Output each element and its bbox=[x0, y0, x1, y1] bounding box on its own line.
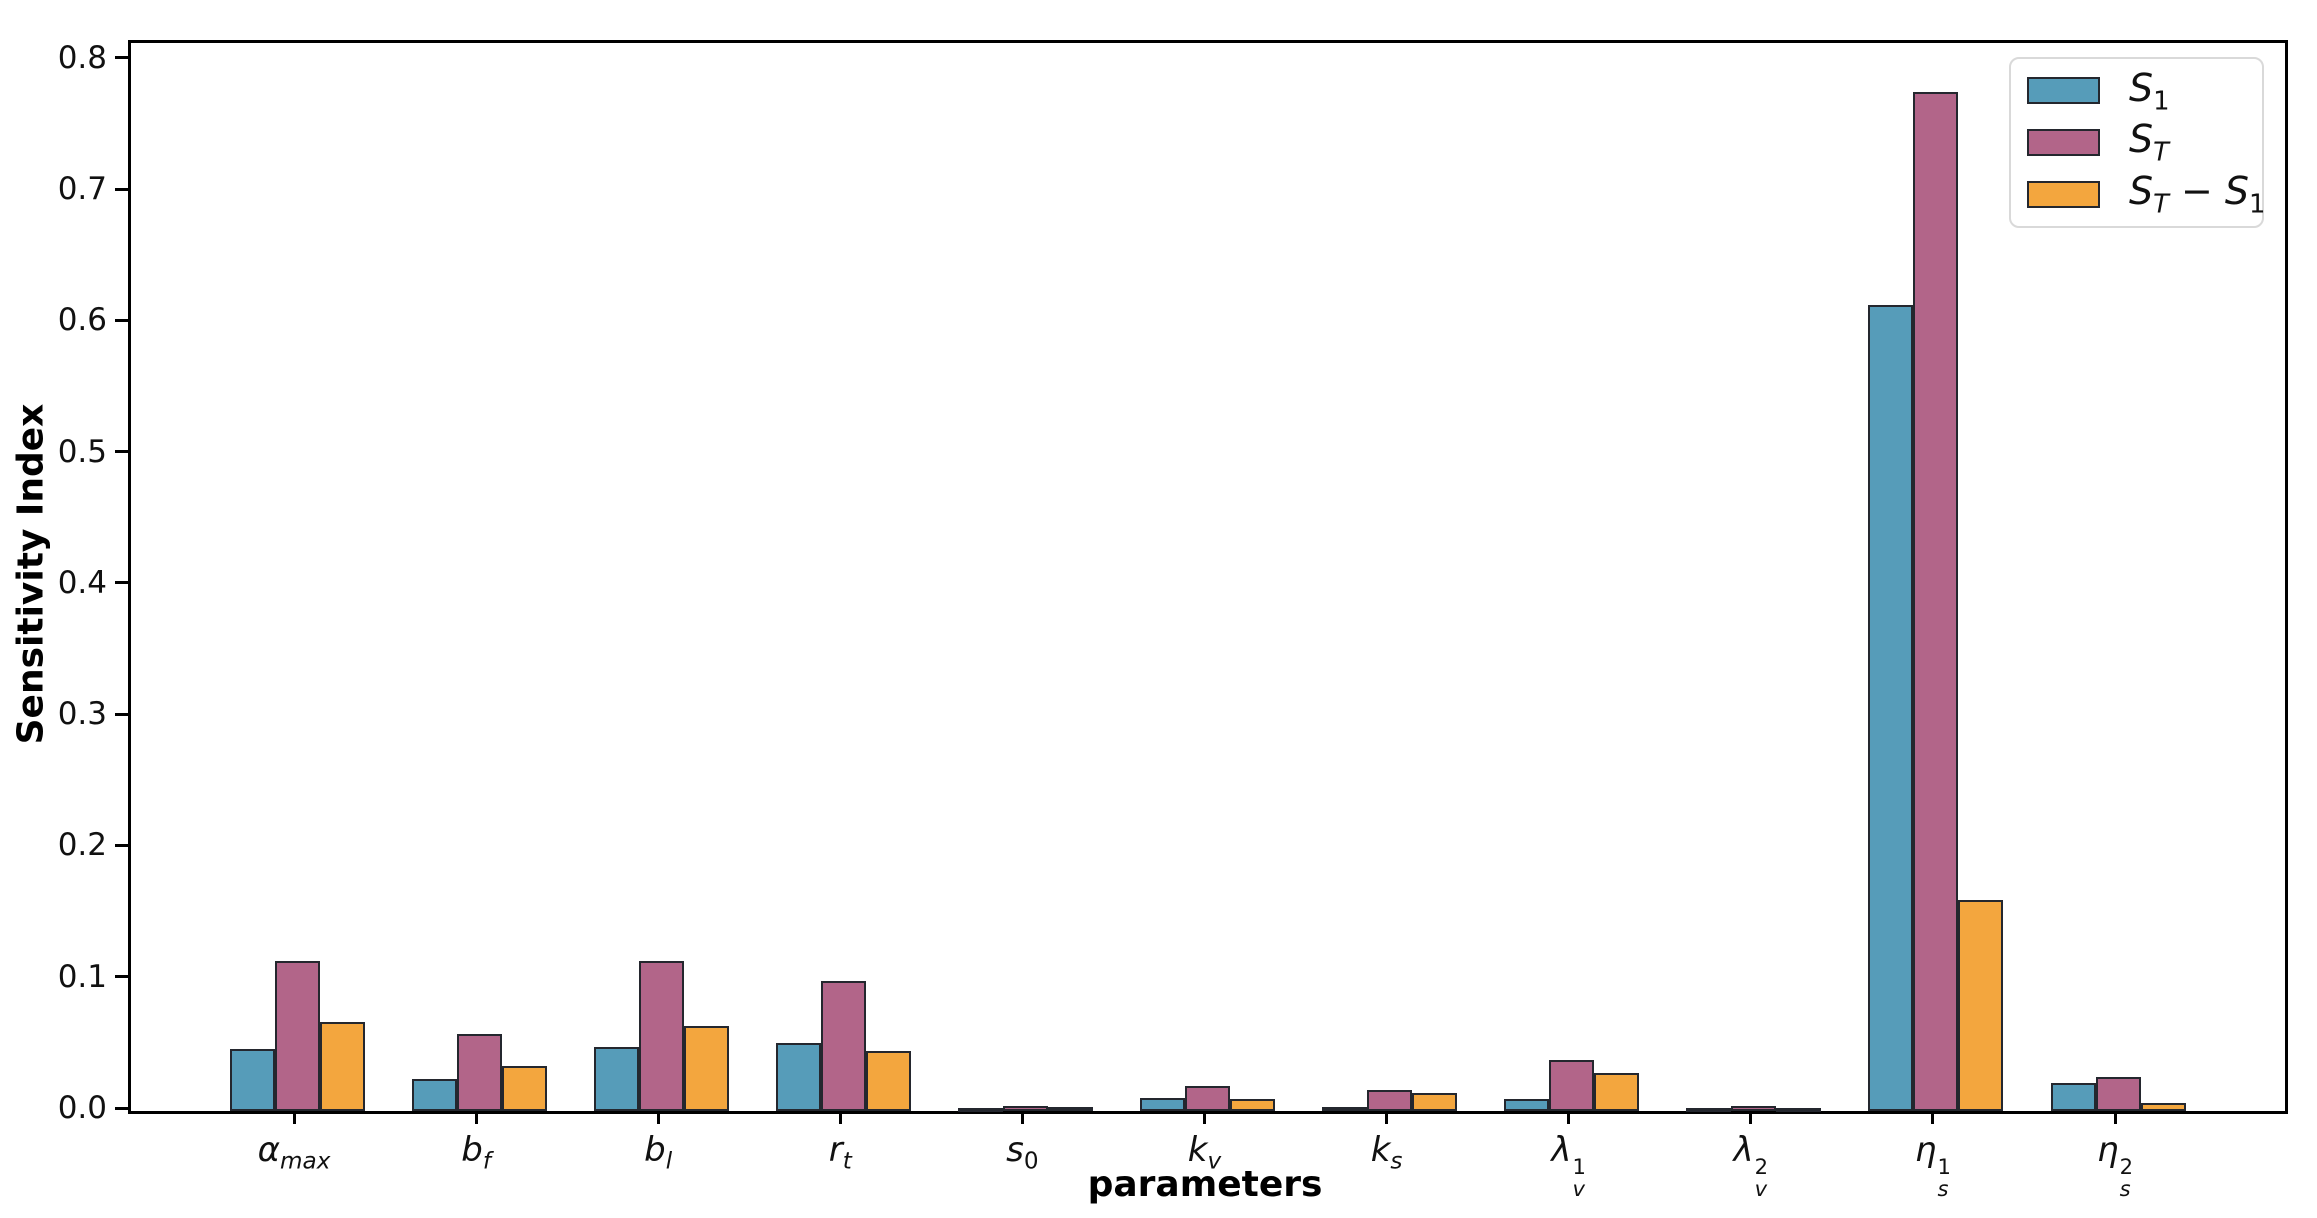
y-tick-label: 0.4 bbox=[57, 564, 107, 601]
bar-ST-S1-k_v bbox=[1230, 1099, 1275, 1111]
bar-ST-S1-lambda_v^2 bbox=[1776, 1108, 1822, 1113]
y-tick-label: 0.7 bbox=[57, 171, 107, 208]
x-tick-label-b_l: bl bbox=[644, 1130, 673, 1175]
bar-S1-eta_s^2 bbox=[2050, 1083, 2096, 1111]
x-tick bbox=[1385, 1111, 1389, 1124]
bar-S1-k_s bbox=[1322, 1107, 1368, 1112]
y-tick-label: 0.6 bbox=[57, 302, 107, 339]
bar-S1-eta_s^1 bbox=[1868, 305, 1914, 1111]
x-tick bbox=[1749, 1111, 1753, 1124]
bar-ST-S1-k_s bbox=[1412, 1092, 1458, 1111]
bar-ST-alpha_max bbox=[274, 961, 320, 1111]
bar-S1-b_l bbox=[593, 1046, 639, 1111]
bar-S1-alpha_max bbox=[229, 1049, 275, 1111]
x-tick-label-k_s: ks bbox=[1370, 1130, 1403, 1175]
legend-entry-ST: ST bbox=[2011, 117, 2262, 169]
legend-entry-S1: S1 bbox=[2011, 65, 2262, 117]
bar-S1-lambda_v^1 bbox=[1504, 1099, 1550, 1111]
x-tick bbox=[474, 1111, 478, 1124]
bar-ST-lambda_v^2 bbox=[1731, 1105, 1777, 1111]
y-tick bbox=[115, 318, 128, 322]
legend-swatch-S1 bbox=[2027, 77, 2100, 105]
bar-ST-S1-alpha_max bbox=[319, 1021, 365, 1111]
bar-S1-b_f bbox=[411, 1079, 457, 1111]
x-axis-label: parameters bbox=[1087, 1164, 1323, 1205]
bar-ST-eta_s^1 bbox=[1913, 92, 1959, 1111]
bar-ST-k_v bbox=[1185, 1086, 1230, 1111]
x-tick-label-r_t: rt bbox=[828, 1130, 852, 1175]
legend-swatch-ST-S1 bbox=[2027, 180, 2100, 208]
legend-entry-ST-S1: ST − S1 bbox=[2011, 168, 2266, 220]
plot-area bbox=[128, 40, 2288, 1114]
y-tick bbox=[115, 56, 128, 60]
y-tick-label: 0.8 bbox=[57, 39, 107, 76]
legend: S1 ST ST − S1 bbox=[2009, 57, 2266, 228]
bar-S1-s_0 bbox=[957, 1108, 1003, 1113]
x-tick-label-k_v: kv bbox=[1187, 1130, 1222, 1175]
y-tick-label: 0.0 bbox=[57, 1090, 107, 1126]
y-tick bbox=[115, 450, 128, 454]
y-tick-label: 0.5 bbox=[57, 433, 107, 470]
y-tick-label: 0.2 bbox=[57, 827, 107, 864]
bar-ST-s_0 bbox=[1002, 1105, 1048, 1111]
y-tick bbox=[115, 581, 128, 585]
y-tick bbox=[115, 712, 128, 716]
bar-ST-r_t bbox=[820, 981, 866, 1111]
bar-ST-S1-b_l bbox=[683, 1025, 729, 1111]
y-tick bbox=[115, 975, 128, 979]
x-tick bbox=[2113, 1111, 2117, 1124]
bar-ST-S1-eta_s^1 bbox=[1958, 899, 2004, 1111]
bar-ST-lambda_v^1 bbox=[1549, 1059, 1595, 1111]
y-tick bbox=[115, 1106, 128, 1110]
bar-S1-k_v bbox=[1140, 1097, 1185, 1111]
y-tick bbox=[115, 843, 128, 847]
legend-label-ST: ST bbox=[2129, 117, 2169, 168]
x-tick bbox=[656, 1111, 660, 1124]
legend-label-ST-S1: ST − S1 bbox=[2129, 169, 2266, 220]
x-tick bbox=[1020, 1111, 1024, 1124]
bar-ST-S1-eta_s^2 bbox=[2140, 1103, 2186, 1111]
bar-S1-lambda_v^2 bbox=[1686, 1108, 1732, 1113]
y-tick-label: 0.3 bbox=[57, 696, 107, 733]
legend-swatch-ST bbox=[2027, 129, 2100, 156]
x-tick-label-alpha_max: αmax bbox=[257, 1130, 331, 1175]
bar-ST-S1-b_f bbox=[501, 1066, 547, 1111]
bar-S1-r_t bbox=[775, 1042, 821, 1111]
x-tick bbox=[838, 1111, 842, 1124]
bar-ST-S1-r_t bbox=[865, 1050, 911, 1111]
bar-ST-eta_s^2 bbox=[2095, 1076, 2141, 1111]
x-tick-label-s_0: s0 bbox=[1006, 1130, 1039, 1175]
bar-ST-S1-s_0 bbox=[1047, 1107, 1093, 1112]
x-tick bbox=[292, 1111, 296, 1124]
x-tick bbox=[1567, 1111, 1571, 1124]
x-tick bbox=[1203, 1111, 1206, 1124]
bar-ST-b_f bbox=[456, 1033, 502, 1111]
y-tick bbox=[115, 187, 128, 191]
bar-ST-S1-lambda_v^1 bbox=[1594, 1072, 1640, 1111]
bar-ST-b_l bbox=[638, 961, 684, 1111]
x-tick bbox=[1931, 1111, 1935, 1124]
bar-ST-k_s bbox=[1367, 1089, 1413, 1111]
legend-label-S1: S1 bbox=[2129, 65, 2170, 116]
y-tick-label: 0.1 bbox=[57, 958, 107, 995]
x-tick-label-b_f: bf bbox=[461, 1130, 491, 1175]
